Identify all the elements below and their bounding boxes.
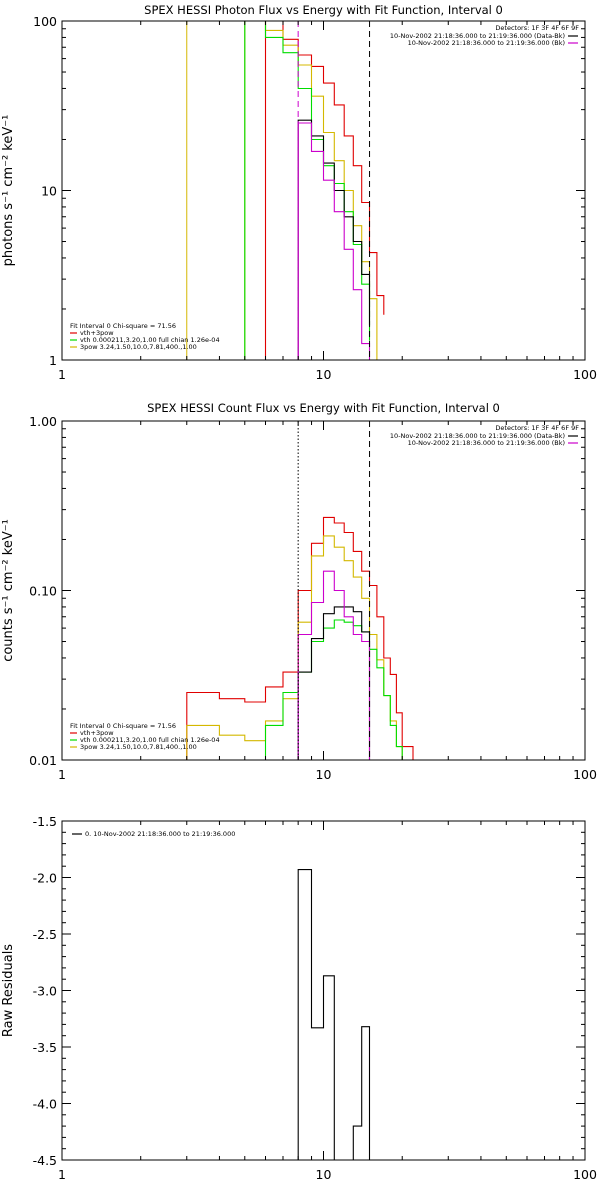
y-tick-label: 10 [41, 184, 57, 199]
y-tick-label: 100 [33, 14, 57, 29]
series-line-2 [244, 21, 371, 360]
legend-entry-label: 3pow 3.24,1.50,10.0,7.81,400.,1.00 [80, 743, 197, 751]
y-tick-label: -3.0 [33, 984, 57, 999]
series-group [186, 516, 424, 760]
residuals-plot: 1 10 100 -1.5 -2.0 -2.5 -3.0 -3.5 -4.0 -4.5 Raw Re… [1, 814, 597, 1182]
y-tick-label: -2.0 [33, 871, 57, 886]
y-tick-label: 1.00 [29, 414, 57, 429]
legend-entry-label: 10-Nov-2002 21:18:36.000 to 21:19:36.000… [390, 432, 565, 440]
x-tick-label: 100 [573, 367, 597, 382]
legend-entry-label: vth 0.000211,3.20,1.00 full chian 1.26e-… [80, 336, 220, 344]
series-line-0 [186, 516, 424, 760]
y-axis-label: photons s⁻¹ cm⁻² keV⁻¹ [1, 115, 16, 267]
series-line-2 [264, 619, 403, 760]
x-tick-label: 1 [58, 767, 66, 782]
legend-entry-label: 3pow 3.24,1.50,10.0,7.81,400.,1.00 [80, 343, 197, 351]
x-tick-label: 10 [316, 367, 332, 382]
legend-entry-label: 10-Nov-2002 21:18:36.000 to 21:19:36.000… [390, 32, 565, 40]
x-tick-label: 100 [573, 1167, 597, 1182]
plot-title: SPEX HESSI Photon Flux vs Energy with Fi… [144, 3, 503, 17]
x-tick-label: 10 [316, 1167, 332, 1182]
legend-detectors: Detectors: 1F 3F 4F 6F 9F [495, 424, 579, 432]
x-tick-label: 100 [573, 767, 597, 782]
legend-fit-header: Fit Interval 0 Chi-square = 71.56 [70, 722, 176, 730]
y-tick-label: 0.10 [29, 584, 57, 599]
y-tick-label: -2.5 [33, 927, 57, 942]
legend-entry-label: 0. 10-Nov-2002 21:18:36.000 to 21:19:36.… [85, 830, 235, 838]
photon-flux-plot: SPEX HESSI Photon Flux vs Energy with Fi… [1, 3, 597, 382]
legend-entry-label: vth+3pow [80, 329, 114, 337]
legend-entry-label: vth+3pow [80, 729, 114, 737]
series-line-4 [297, 122, 371, 360]
series-line-1 [186, 535, 414, 760]
y-tick-label: 0.01 [29, 753, 57, 768]
x-tick-label: 1 [58, 1167, 66, 1182]
plot-title: SPEX HESSI Count Flux vs Energy with Fit… [147, 401, 500, 415]
series-line-4 [297, 570, 371, 760]
y-axis-label: counts s⁻¹ cm⁻² keV⁻¹ [1, 519, 16, 662]
legend-entry-label: vth 0.000211,3.20,1.00 full chian 1.26e-… [80, 736, 220, 744]
series-group [244, 21, 385, 360]
y-tick-label: 1 [49, 353, 57, 368]
series-line-0 [264, 21, 385, 360]
legend-detectors: Detectors: 1F 3F 4F 6F 9F [495, 24, 579, 32]
x-tick-label: 1 [58, 367, 66, 382]
y-tick-label: -1.5 [33, 814, 57, 829]
y-tick-label: -3.5 [33, 1040, 57, 1055]
legend-entry-label: 10-Nov-2002 21:18:36.000 to 21:19:36.000… [408, 39, 565, 47]
y-tick-label: -4.0 [33, 1097, 57, 1112]
series-line-0 [297, 869, 371, 1160]
legend-fit-header: Fit Interval 0 Chi-square = 71.56 [70, 322, 176, 330]
y-axis-label: Raw Residuals [1, 944, 16, 1037]
y-tick-label: -4.5 [33, 1153, 57, 1168]
legend-entry-label: 10-Nov-2002 21:18:36.000 to 21:19:36.000… [408, 439, 565, 447]
count-flux-plot: SPEX HESSI Count Flux vs Energy with Fit… [1, 401, 597, 782]
series-group [297, 869, 371, 1160]
series-line-3 [297, 606, 371, 760]
x-tick-label: 10 [316, 767, 332, 782]
